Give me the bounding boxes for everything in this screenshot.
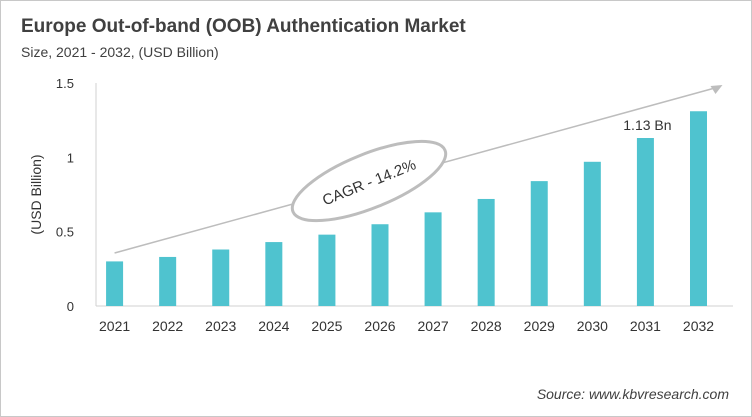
y-tick-label: 1.5 — [56, 76, 74, 91]
chart-title: Europe Out-of-band (OOB) Authentication … — [21, 16, 466, 37]
bar-2032 — [689, 111, 707, 306]
x-tick-label: 2025 — [311, 318, 342, 334]
trend-arrow-head — [710, 85, 723, 94]
source-note: Source: www.kbvresearch.com — [536, 386, 729, 402]
bar-2030 — [583, 161, 601, 306]
bar-2025 — [318, 234, 336, 306]
bar-2024 — [265, 242, 283, 306]
bar-2022 — [159, 256, 177, 306]
x-tick-label: 2029 — [524, 318, 555, 334]
data-label-2031: 1.13 Bn — [623, 117, 671, 133]
bar-2026 — [371, 224, 389, 306]
x-tick-label: 2027 — [418, 318, 449, 334]
bar-2029 — [530, 181, 548, 306]
x-tick-label: 2031 — [630, 318, 661, 334]
x-tick-label: 2023 — [205, 318, 236, 334]
y-tick-label: 0.5 — [56, 225, 74, 240]
bar-2023 — [212, 249, 230, 306]
y-tick-label: 1 — [67, 150, 74, 165]
bar-2021 — [106, 261, 124, 306]
bar-2027 — [424, 212, 442, 306]
chart-subtitle: Size, 2021 - 2032, (USD Billion) — [21, 44, 219, 60]
x-tick-label: 2024 — [258, 318, 289, 334]
bar-2031 — [636, 138, 654, 306]
x-tick-label: 2021 — [99, 318, 130, 334]
y-axis-label: (USD Billion) — [28, 154, 44, 234]
bar-2028 — [477, 198, 495, 306]
x-tick-label: 2028 — [471, 318, 502, 334]
x-tick-label: 2026 — [364, 318, 395, 334]
x-tick-label: 2022 — [152, 318, 183, 334]
x-tick-label: 2032 — [683, 318, 714, 334]
y-tick-label: 0 — [67, 299, 74, 314]
x-tick-label: 2030 — [577, 318, 608, 334]
cagr-ellipse — [290, 139, 448, 223]
